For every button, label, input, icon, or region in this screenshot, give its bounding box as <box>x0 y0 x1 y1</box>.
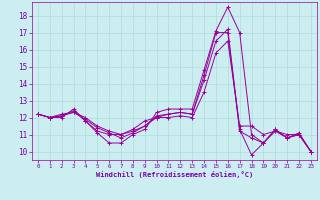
X-axis label: Windchill (Refroidissement éolien,°C): Windchill (Refroidissement éolien,°C) <box>96 171 253 178</box>
